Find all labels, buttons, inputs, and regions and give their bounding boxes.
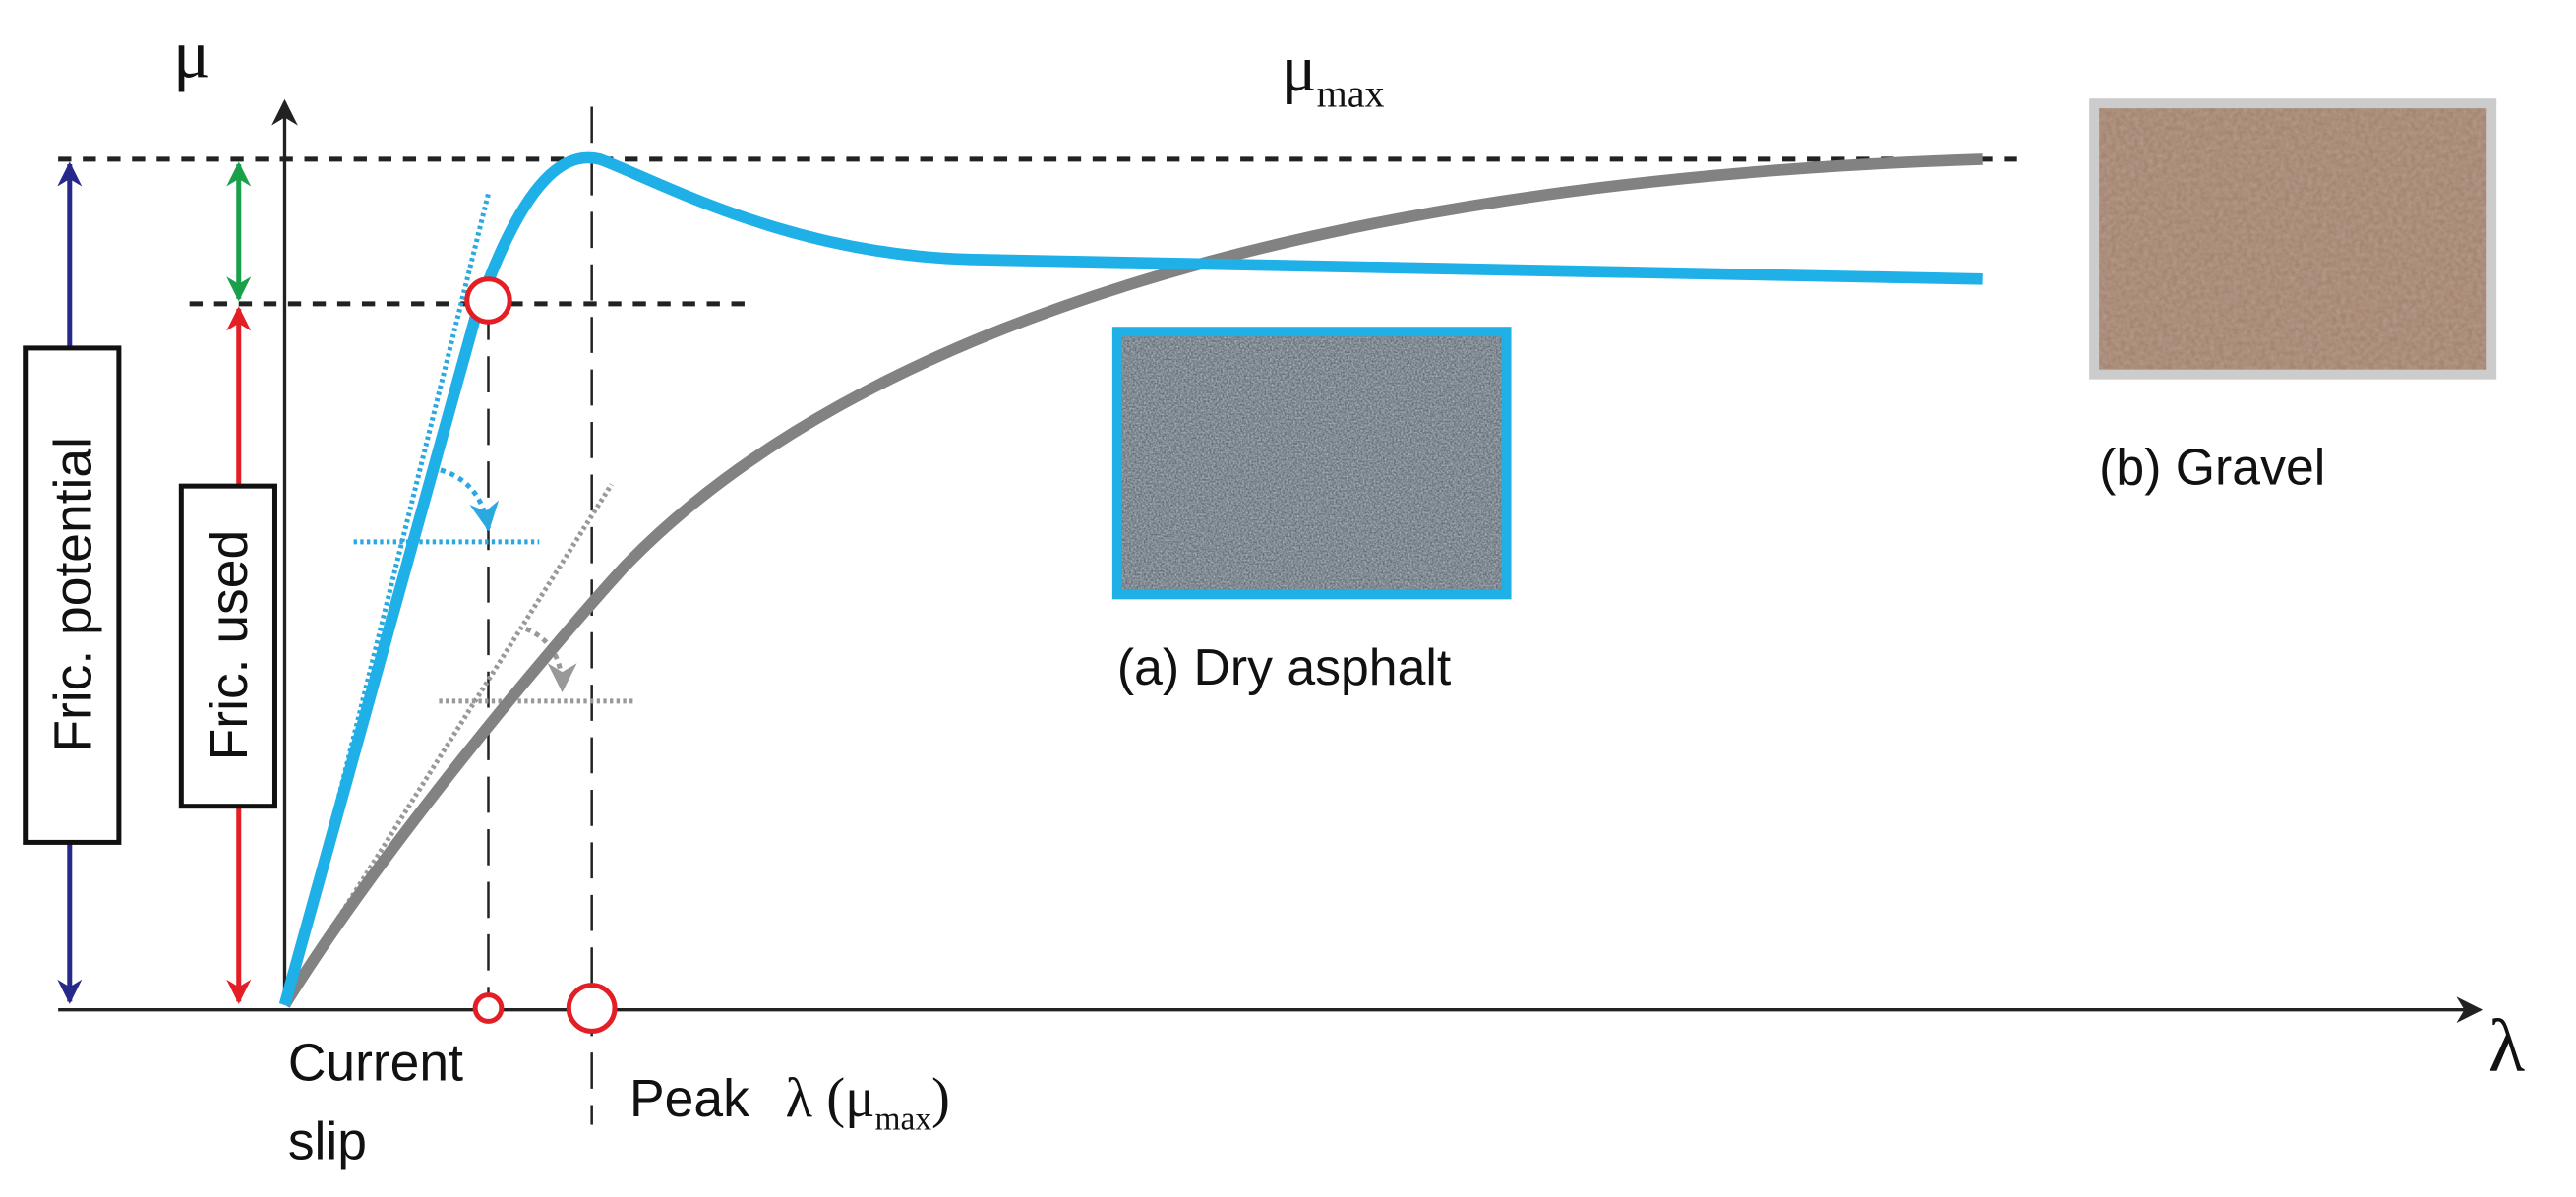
peak-symbol: λ (μ: [786, 1067, 875, 1129]
friction-used-box: [178, 483, 277, 809]
gravel-texture: [2099, 108, 2487, 370]
mu-symbol: μ: [1282, 33, 1317, 105]
peak-slip-marker: [566, 983, 618, 1034]
current-slip-line2: slip: [288, 1113, 367, 1171]
friction-potential-box: [23, 345, 122, 845]
asphalt-label: (a) Dry asphalt: [1117, 638, 1451, 695]
asphalt-texture: [1121, 336, 1502, 590]
gravel-label: (b) Gravel: [2099, 438, 2325, 495]
gravel-curve: [279, 153, 1983, 1008]
y-axis-label: μ: [173, 17, 210, 92]
friction-used-label: Fric. used: [201, 530, 259, 760]
mu-max-label: μmax: [1282, 33, 1385, 116]
asphalt-curve: [278, 151, 1983, 1007]
current-slip-marker: [472, 992, 505, 1024]
x-axis-label: λ: [2488, 1003, 2525, 1087]
peak-label: Peak λ (μmax): [629, 1067, 950, 1137]
asphalt-slope-arrow: [430, 465, 500, 532]
current-slip-line1: Current: [288, 1034, 463, 1092]
peak-subscript: max: [875, 1102, 932, 1138]
mu-subscript: max: [1317, 72, 1385, 116]
operating-point: [464, 276, 512, 325]
peak-text: Peak: [629, 1070, 749, 1128]
friction-potential-label: Fric. potential: [44, 437, 102, 752]
peak-close: ): [931, 1067, 950, 1129]
